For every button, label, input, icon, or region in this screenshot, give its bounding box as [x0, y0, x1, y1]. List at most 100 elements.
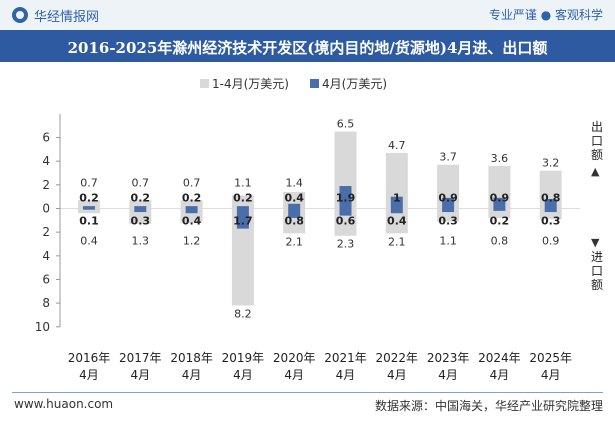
category-label: 4月 — [130, 368, 150, 382]
bar-month-import — [288, 208, 301, 218]
brand-logo-icon — [12, 7, 28, 23]
y-tick-label: 6 — [42, 272, 50, 286]
bar-cumulative-export — [231, 195, 254, 209]
bar-cumulative-import — [231, 208, 254, 306]
category-label: 2020年 — [273, 351, 316, 365]
bar-month-export — [493, 197, 506, 209]
label-cumulative-import: 1.3 — [132, 235, 150, 248]
title-bar — [0, 30, 615, 62]
label-month-export: 0.4 — [284, 192, 304, 205]
label-month-import: 0.3 — [438, 215, 458, 228]
label-month-export: 0.2 — [79, 192, 99, 205]
bar-month-import — [493, 208, 506, 211]
bar-cumulative-export — [129, 200, 152, 209]
label-cumulative-import: 8.2 — [234, 308, 252, 321]
label-month-import: 0.4 — [182, 215, 202, 228]
top-bar: 华经情报网 专业严谨 ● 客观科学 — [0, 0, 615, 30]
bar-month-import — [236, 208, 249, 229]
bar-month-export — [442, 197, 455, 209]
legend-swatch-cumulative — [200, 79, 209, 88]
bar-month-import — [339, 208, 352, 216]
category-label: 2018年 — [170, 351, 213, 365]
up-arrow-icon: ▲ — [591, 165, 600, 178]
footer-website: www.huaon.com — [14, 397, 114, 411]
label-cumulative-import: 0.4 — [80, 235, 98, 248]
bar-cumulative-import — [129, 208, 152, 224]
category-label: 2023年 — [427, 351, 470, 365]
bar-month-import — [544, 208, 557, 213]
legend-label-cumulative: 1-4月(万美元) — [212, 77, 289, 91]
y-tick-label: 2 — [42, 225, 50, 239]
label-cumulative-import: 0.8 — [491, 235, 509, 248]
category-label: 4月 — [541, 368, 561, 382]
brand-slogan: 专业严谨 ● 客观科学 — [488, 8, 603, 22]
bar-cumulative-export — [180, 200, 203, 209]
bar-month-export — [339, 186, 352, 209]
label-cumulative-import: 0.9 — [542, 235, 560, 248]
label-month-export: 0.9 — [438, 192, 458, 205]
y-tick-label: 2 — [42, 178, 50, 192]
label-cumulative-import: 2.1 — [388, 235, 406, 248]
y-tick-label: 4 — [42, 154, 50, 168]
label-month-export: 1 — [393, 192, 401, 205]
y-tick-label: 8 — [42, 296, 50, 310]
y-tick-label: 4 — [42, 249, 50, 263]
label-month-import: 0.8 — [284, 215, 304, 228]
y-tick-label: 6 — [42, 131, 50, 145]
bar-month-import — [185, 208, 198, 214]
label-month-export: 0.2 — [182, 192, 202, 205]
category-label: 2024年 — [478, 351, 521, 365]
label-cumulative-export: 0.7 — [132, 177, 150, 190]
label-cumulative-export: 1.1 — [234, 177, 252, 190]
bar-cumulative-import — [78, 208, 100, 214]
category-label: 4月 — [438, 368, 458, 382]
category-label: 2019年 — [222, 351, 265, 365]
y-tick-label: 0 — [42, 202, 50, 216]
label-month-import: 0.4 — [387, 215, 407, 228]
bar-month-import — [83, 208, 95, 210]
label-cumulative-import: 1.1 — [439, 235, 457, 248]
label-cumulative-import: 2.1 — [285, 235, 303, 248]
category-label: 4月 — [79, 368, 99, 382]
bar-cumulative-export — [385, 152, 408, 209]
footer-source: 数据来源：中国海关，华经产业研究院整理 — [374, 399, 603, 413]
bar-cumulative-import — [488, 208, 511, 218]
label-month-export: 0.2 — [131, 192, 151, 205]
bar-month-import — [390, 208, 403, 214]
bar-month-export — [236, 206, 249, 209]
label-month-import: 1.7 — [233, 215, 253, 228]
bar-cumulative-export — [78, 200, 100, 209]
bar-month-import — [442, 208, 455, 213]
category-label: 4月 — [490, 368, 510, 382]
label-cumulative-export: 3.6 — [491, 152, 509, 165]
label-month-export: 1.9 — [336, 192, 356, 205]
bar-month-export — [185, 206, 198, 209]
category-label: 4月 — [233, 368, 253, 382]
label-month-import: 0.3 — [131, 215, 151, 228]
bar-cumulative-import — [385, 208, 408, 234]
export-axis-label: 出口额 — [590, 120, 603, 162]
label-cumulative-import: 1.2 — [183, 235, 201, 248]
bar-month-export — [544, 199, 557, 209]
bar-month-export — [390, 196, 403, 209]
bar-month-import — [134, 208, 147, 213]
chart-title: 2016-2025年滁州经济技术开发区(境内目的地/货源地)4月进、出口额 — [67, 39, 548, 57]
label-cumulative-export: 3.7 — [439, 151, 457, 164]
label-month-export: 0.2 — [233, 192, 253, 205]
bar-cumulative-import — [539, 208, 562, 220]
label-cumulative-export: 6.5 — [337, 118, 355, 131]
label-cumulative-export: 0.7 — [80, 177, 98, 190]
category-label: 2016年 — [68, 351, 111, 365]
y-tick-label: 10 — [35, 320, 50, 334]
category-label: 2025年 — [529, 351, 572, 365]
footer-divider — [12, 392, 603, 393]
down-arrow-icon: ▼ — [591, 236, 600, 249]
category-label: 4月 — [284, 368, 304, 382]
label-month-import: 0.2 — [490, 215, 510, 228]
label-month-export: 0.9 — [490, 192, 510, 205]
label-cumulative-export: 3.2 — [542, 157, 560, 170]
category-label: 4月 — [387, 368, 407, 382]
import-axis-label: 进口额 — [590, 250, 603, 292]
legend-swatch-month — [310, 79, 319, 88]
bar-month-export — [134, 206, 147, 209]
